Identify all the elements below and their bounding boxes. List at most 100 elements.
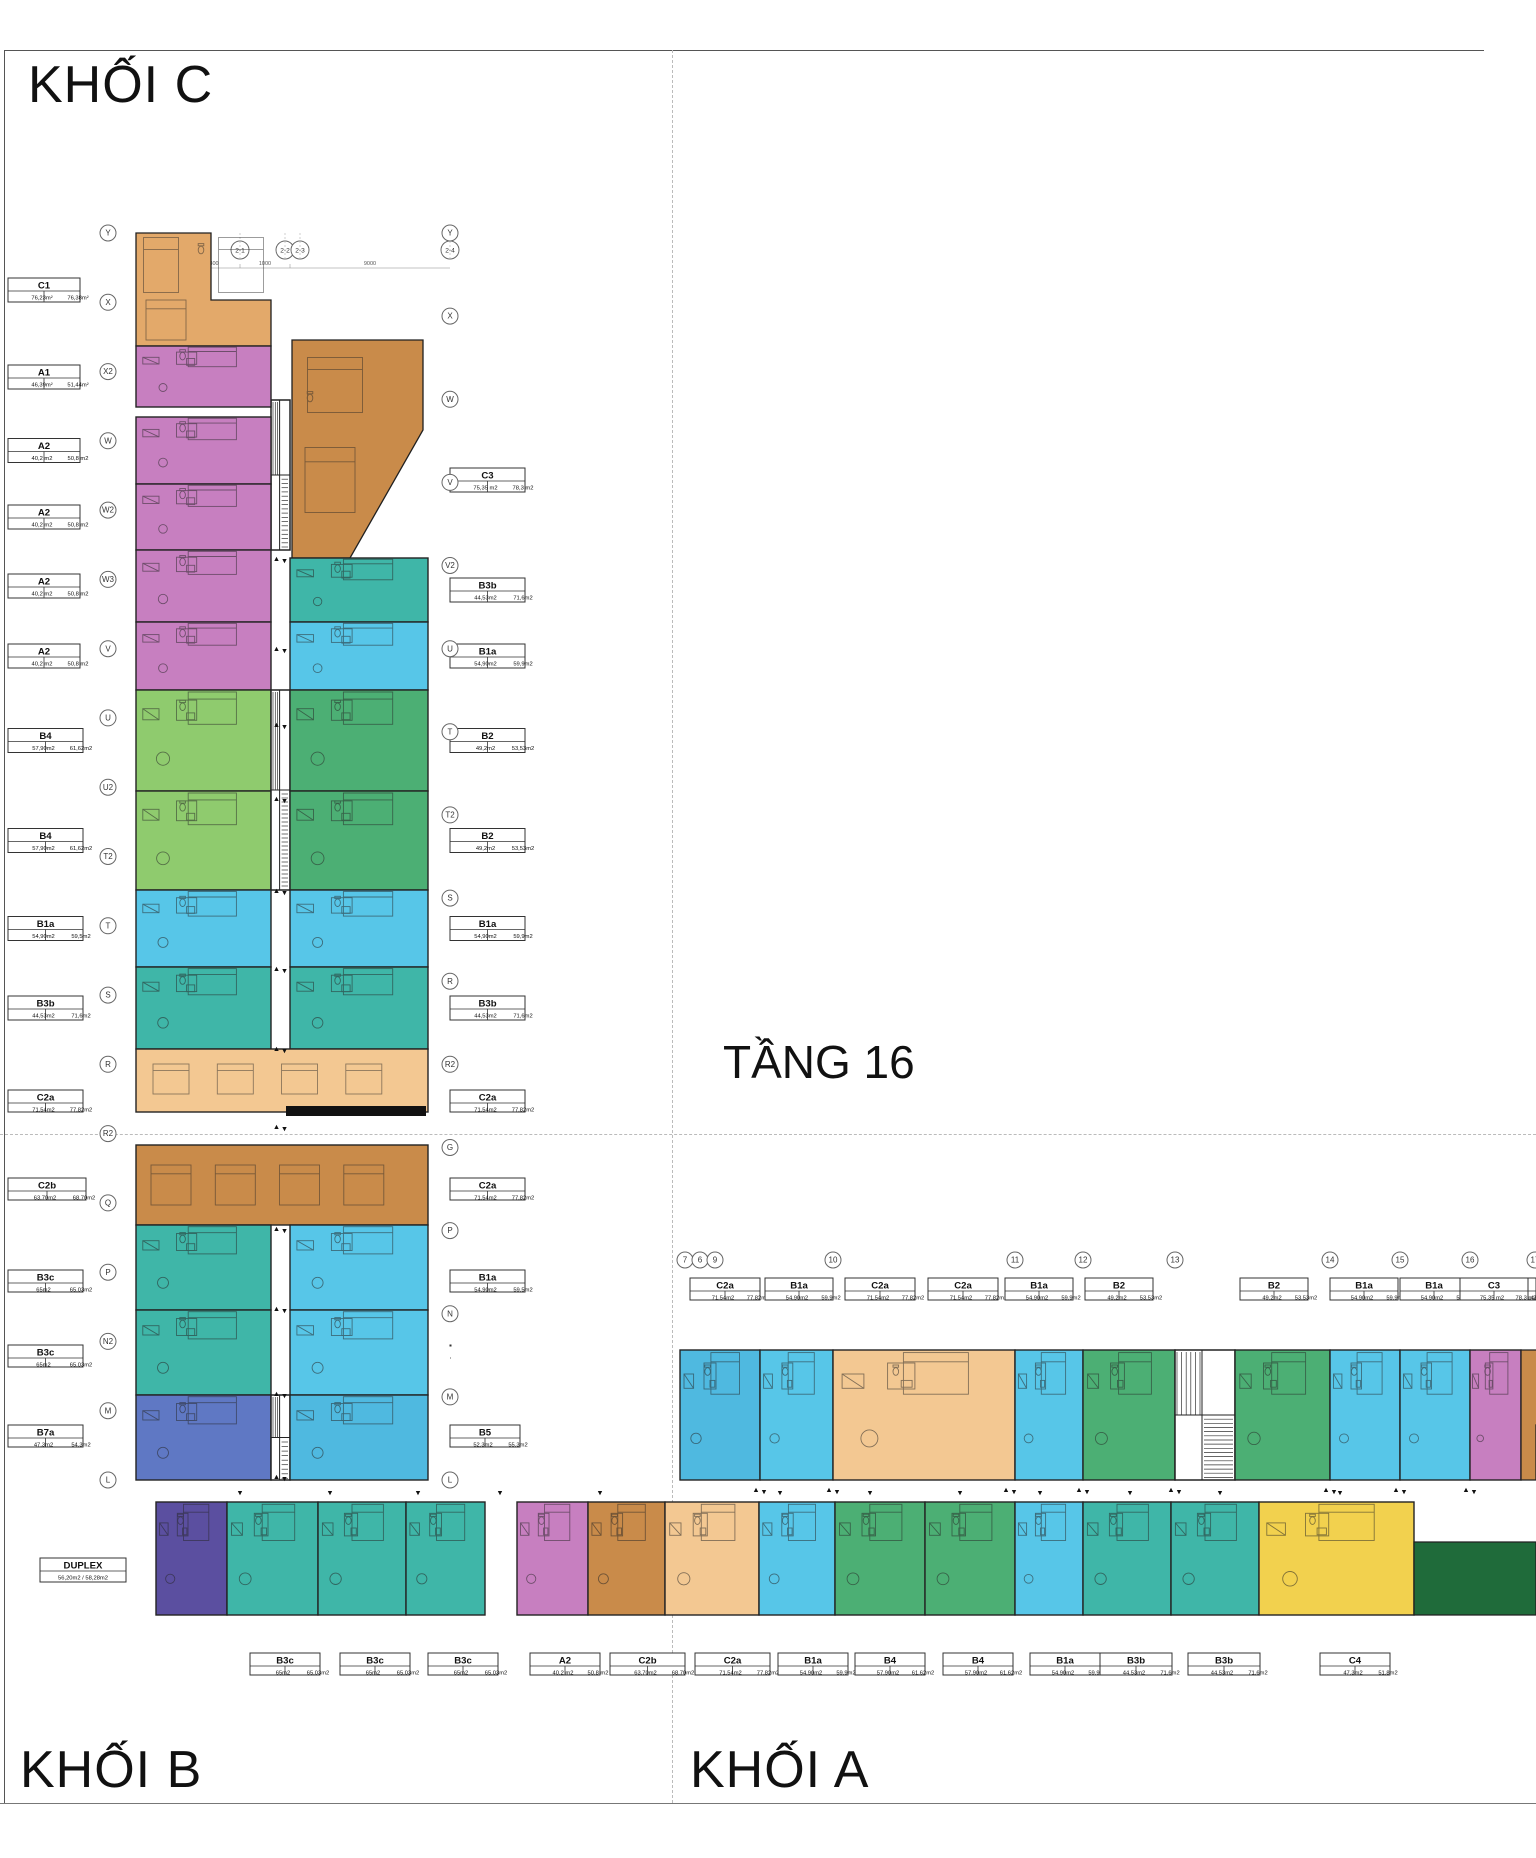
svg-text:59,9m2: 59,9m2	[821, 1296, 840, 1302]
svg-text:B1a: B1a	[479, 919, 497, 930]
svg-text:54,90m2: 54,90m2	[786, 1296, 809, 1302]
svg-text:59,9m2: 59,9m2	[1061, 1296, 1080, 1302]
svg-text:54,90m2: 54,90m2	[474, 662, 497, 668]
svg-text:76,23m²: 76,23m²	[31, 296, 52, 302]
svg-text:57,90m2: 57,90m2	[877, 1671, 900, 1677]
svg-text:11: 11	[1011, 1256, 1020, 1265]
svg-text:C2a: C2a	[716, 1281, 734, 1292]
svg-text:65m2: 65m2	[454, 1671, 469, 1677]
svg-text:B2: B2	[481, 831, 493, 842]
svg-text:X2: X2	[103, 367, 113, 376]
svg-text:U2: U2	[103, 783, 114, 792]
svg-text:W3: W3	[102, 575, 115, 584]
svg-text:U: U	[105, 714, 111, 723]
svg-text:B3b: B3b	[478, 999, 496, 1010]
svg-text:71,54m2: 71,54m2	[867, 1296, 890, 1302]
svg-text:44,53m2: 44,53m2	[1211, 1671, 1234, 1677]
svg-text:A2: A2	[38, 508, 50, 519]
svg-text:C2b: C2b	[38, 1181, 56, 1192]
svg-text:B3b: B3b	[478, 581, 496, 592]
svg-text:71,54m2: 71,54m2	[474, 1108, 497, 1114]
svg-text:61,62m2: 61,62m2	[912, 1671, 935, 1677]
svg-text:B4: B4	[972, 1656, 985, 1667]
svg-text:C1: C1	[38, 281, 51, 292]
svg-text:B1a: B1a	[1425, 1281, 1443, 1292]
svg-text:49,2m2: 49,2m2	[1262, 1296, 1281, 1302]
svg-text:50,8 m2: 50,8 m2	[68, 592, 89, 598]
svg-text:71,54m2: 71,54m2	[712, 1296, 735, 1302]
svg-text:54,90m2: 54,90m2	[1052, 1671, 1075, 1677]
svg-text:G: G	[447, 1143, 453, 1152]
svg-text:78,3 m2: 78,3 m2	[1516, 1296, 1536, 1302]
svg-text:71,6m2: 71,6m2	[513, 596, 532, 602]
svg-text:B1a: B1a	[790, 1281, 808, 1292]
svg-text:65,03m2: 65,03m2	[70, 1363, 93, 1369]
svg-text:14: 14	[1326, 1256, 1335, 1265]
svg-text:57,90m2: 57,90m2	[32, 846, 55, 852]
svg-text:C3: C3	[481, 471, 493, 482]
svg-text:59,9m2: 59,9m2	[836, 1671, 855, 1677]
svg-text:49,2m2: 49,2m2	[1107, 1296, 1126, 1302]
svg-text:46,39m²: 46,39m²	[31, 383, 52, 389]
svg-text:16: 16	[1466, 1256, 1475, 1265]
svg-text:B1a: B1a	[479, 647, 497, 658]
svg-text:59,9m2: 59,9m2	[513, 934, 532, 940]
svg-text:54,90m2: 54,90m2	[32, 934, 55, 940]
svg-text:65,03m2: 65,03m2	[485, 1671, 508, 1677]
svg-text:R: R	[105, 1060, 111, 1069]
svg-text:65m2: 65m2	[276, 1671, 291, 1677]
svg-text:7: 7	[683, 1256, 688, 1265]
svg-text:B2: B2	[1113, 1281, 1125, 1292]
svg-text:47,3m2: 47,3m2	[34, 1443, 53, 1449]
svg-text:B1a: B1a	[1056, 1656, 1074, 1667]
svg-text:59,9m2: 59,9m2	[513, 662, 532, 668]
svg-text:C4: C4	[1349, 1656, 1362, 1667]
svg-text:50,8 m2: 50,8 m2	[588, 1671, 609, 1677]
svg-text:R2: R2	[103, 1129, 114, 1138]
svg-text:V2: V2	[445, 561, 455, 570]
svg-text:59,5m2: 59,5m2	[71, 934, 90, 940]
svg-text:N: N	[447, 1309, 453, 1318]
svg-text:71,6m2: 71,6m2	[71, 1014, 90, 1020]
svg-text:DUPLEX: DUPLEX	[64, 1561, 104, 1572]
svg-text:9000: 9000	[364, 261, 376, 267]
svg-text:B1a: B1a	[1030, 1281, 1048, 1292]
svg-text:13: 13	[1171, 1256, 1180, 1265]
svg-text:77,82m2: 77,82m2	[902, 1296, 925, 1302]
svg-text:B7a: B7a	[37, 1428, 55, 1439]
svg-text:Y: Y	[105, 229, 111, 238]
svg-text:B3c: B3c	[454, 1656, 472, 1667]
svg-text:61,62m2: 61,62m2	[70, 746, 93, 752]
svg-text:S: S	[447, 894, 452, 903]
svg-text:A2: A2	[38, 647, 50, 658]
svg-text:68,70m2: 68,70m2	[672, 1671, 695, 1677]
svg-text:T: T	[106, 921, 111, 930]
svg-text:A1: A1	[38, 368, 51, 379]
svg-text:1000: 1000	[259, 261, 271, 267]
svg-text:B3b: B3b	[36, 999, 54, 1010]
svg-text:9: 9	[713, 1256, 718, 1265]
svg-text:B3b: B3b	[1215, 1656, 1233, 1667]
svg-text:B1a: B1a	[37, 919, 55, 930]
svg-text:71,54m2: 71,54m2	[474, 1196, 497, 1202]
svg-text:12: 12	[1079, 1256, 1088, 1265]
svg-text:A2: A2	[559, 1656, 571, 1667]
svg-text:77,82m2: 77,82m2	[512, 1196, 535, 1202]
svg-text:50,8 m2: 50,8 m2	[68, 456, 89, 462]
svg-text:61,62m2: 61,62m2	[70, 846, 93, 852]
svg-text:57,90m2: 57,90m2	[32, 746, 55, 752]
svg-text:53,53m2: 53,53m2	[512, 746, 535, 752]
svg-text:44,53m2: 44,53m2	[474, 1014, 497, 1020]
svg-text:P: P	[105, 1268, 110, 1277]
svg-text:61,62m2: 61,62m2	[1000, 1671, 1023, 1677]
svg-text:B1a: B1a	[479, 1273, 497, 1284]
svg-text:65m2: 65m2	[366, 1671, 381, 1677]
svg-text:A2: A2	[38, 441, 50, 452]
svg-text:44,53m2: 44,53m2	[1123, 1671, 1146, 1677]
svg-text:Y: Y	[447, 229, 453, 238]
svg-text:77,82m2: 77,82m2	[757, 1671, 780, 1677]
svg-text:65m2: 65m2	[36, 1288, 51, 1294]
svg-text:B3c: B3c	[366, 1656, 384, 1667]
svg-text:40,2 m2: 40,2 m2	[32, 456, 53, 462]
svg-text:B2: B2	[481, 731, 493, 742]
